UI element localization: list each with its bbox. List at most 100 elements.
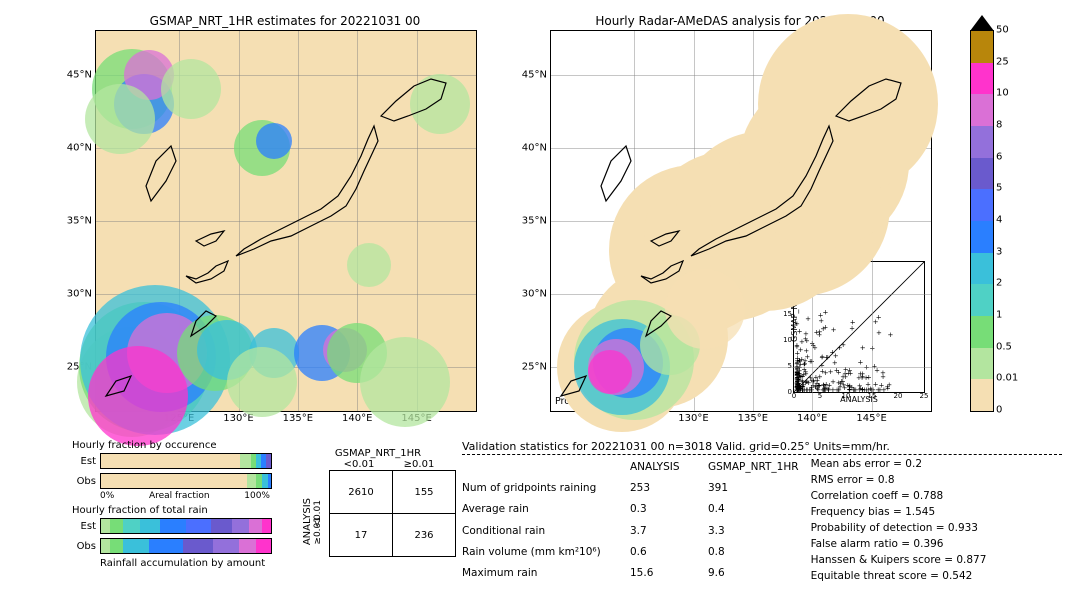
y-tick-label: 40°N — [67, 142, 96, 153]
map-left: 25°N30°N35°N40°N45°N125°E130°E135°E140°E… — [95, 30, 477, 412]
colorbar-label: 0.5 — [996, 341, 1012, 352]
validation-col-a: ANALYSIS — [630, 456, 708, 477]
colorbar-label: 1 — [996, 310, 1002, 321]
svg-text:+: + — [837, 344, 843, 352]
svg-text:+: + — [853, 386, 859, 392]
validation-right-table: Mean abs error = 0.2RMS error = 0.8Corre… — [807, 456, 991, 584]
svg-text:+: + — [880, 373, 886, 381]
totalrain-title: Hourly fraction of total rain — [72, 505, 272, 516]
svg-text:+: + — [803, 347, 809, 355]
validation-stat: Hanssen & Kuipers score = 0.877 — [807, 552, 991, 568]
validation-row-a: 0.3 — [630, 499, 708, 520]
svg-text:+: + — [805, 315, 811, 323]
occurrence-axis-label: Areal fraction — [149, 491, 210, 501]
contingency-table: GSMAP_NRT_1HR ANALYSIS <0.01 ≥0.01 <0.01… — [300, 448, 456, 585]
contingency-cell-01: 155 — [393, 471, 456, 514]
contingency-col-lt: <0.01 — [329, 459, 389, 470]
svg-text:+: + — [819, 353, 825, 361]
fraction-panel: Hourly fraction by occurence Est Obs 0% A… — [72, 440, 272, 569]
colorbar-label: 2 — [996, 278, 1002, 289]
svg-text:+: + — [829, 348, 835, 356]
svg-text:+: + — [877, 386, 883, 392]
validation-stat: RMS error = 0.8 — [807, 472, 991, 488]
x-tick-label: 140°E — [797, 411, 827, 424]
svg-text:+: + — [849, 325, 855, 333]
svg-text:+: + — [888, 331, 894, 339]
totalrain-row-obs-label: Obs — [72, 541, 100, 552]
scatter-xtick: 10 — [842, 392, 851, 400]
occurrence-title: Hourly fraction by occurence — [72, 440, 272, 451]
validation-panel: Validation statistics for 20221031 00 n=… — [462, 440, 1062, 584]
svg-text:+: + — [802, 357, 808, 365]
occurrence-bar-obs — [100, 473, 272, 489]
scatter-xtick: 20 — [894, 392, 903, 400]
svg-text:+: + — [832, 359, 838, 367]
occurrence-axis-1: 100% — [244, 491, 270, 501]
y-tick-label: 35°N — [522, 216, 551, 227]
totalrain-bar-obs — [100, 538, 272, 554]
y-tick-label: 45°N — [67, 69, 96, 80]
scatter-ytick: 5 — [788, 362, 794, 370]
validation-stat: Equitable threat score = 0.542 — [807, 568, 991, 584]
validation-row-b: 9.6 — [708, 563, 807, 584]
validation-row-b: 3.3 — [708, 520, 807, 541]
scatter-ytick: 10 — [783, 336, 794, 344]
y-tick-label: 40°N — [522, 142, 551, 153]
svg-text:+: + — [860, 385, 866, 392]
svg-text:+: + — [794, 343, 800, 351]
validation-row-a: 15.6 — [630, 563, 708, 584]
validation-row-a: 3.7 — [630, 520, 708, 541]
colorbar-label: 4 — [996, 215, 1002, 226]
validation-stat: False alarm ratio = 0.396 — [807, 536, 991, 552]
validation-stat: Correlation coeff = 0.788 — [807, 488, 991, 504]
validation-row-label: Maximum rain — [462, 563, 630, 584]
svg-text:+: + — [857, 358, 863, 366]
contingency-col-ge: ≥0.01 — [389, 459, 449, 470]
svg-text:+: + — [841, 381, 847, 389]
svg-text:+: + — [828, 368, 834, 376]
validation-stat: Mean abs error = 0.2 — [807, 456, 991, 472]
occurrence-row-obs-label: Obs — [72, 476, 100, 487]
y-tick-label: 30°N — [67, 289, 96, 300]
totalrain-row-est-label: Est — [72, 521, 100, 532]
colorbar-label: 25 — [996, 56, 1009, 67]
svg-text:+: + — [860, 344, 866, 352]
svg-text:+: + — [857, 370, 863, 378]
colorbar-label: 8 — [996, 120, 1002, 131]
svg-text:+: + — [886, 381, 892, 389]
y-tick-label: 45°N — [522, 69, 551, 80]
contingency-cell-00: 2610 — [330, 471, 393, 514]
map-right: Provided by JWA/JMA GSMAP_NRT_1HR ANALYS… — [550, 30, 932, 412]
y-tick-label: 25°N — [522, 362, 551, 373]
validation-stat: Frequency bias = 1.545 — [807, 504, 991, 520]
x-tick-label: 140°E — [342, 411, 372, 424]
validation-row-a: 253 — [630, 477, 708, 498]
scatter-ytick: 0 — [788, 388, 794, 396]
colorbar-label: 50 — [996, 25, 1009, 36]
occurrence-axis-0: 0% — [100, 491, 114, 501]
totalrain-bar-est — [100, 518, 272, 534]
svg-text:+: + — [831, 326, 837, 334]
colorbar — [970, 30, 994, 412]
validation-col-b: GSMAP_NRT_1HR — [708, 456, 807, 477]
svg-text:+: + — [797, 370, 803, 378]
occurrence-bar-est — [100, 453, 272, 469]
validation-row-label: Rain volume (mm km²10⁶) — [462, 541, 630, 562]
colorbar-label: 0 — [996, 405, 1002, 416]
validation-row-label: Num of gridpoints raining — [462, 477, 630, 498]
svg-text:+: + — [810, 341, 816, 349]
scatter-xtick: 25 — [920, 392, 929, 400]
validation-row-b: 0.8 — [708, 541, 807, 562]
svg-text:+: + — [863, 374, 869, 382]
colorbar-label: 0.01 — [996, 373, 1018, 384]
contingency-cell-10: 17 — [330, 514, 393, 557]
y-tick-label: 35°N — [67, 216, 96, 227]
svg-text:+: + — [873, 318, 879, 326]
validation-stat: Probability of detection = 0.933 — [807, 520, 991, 536]
svg-text:+: + — [803, 335, 809, 343]
scatter-xlabel: ANALYSIS — [794, 395, 924, 404]
contingency-title: GSMAP_NRT_1HR — [300, 448, 456, 459]
contingency-row-ge: ≥0.01 — [313, 517, 329, 545]
validation-left-table: ANALYSISGSMAP_NRT_1HR Num of gridpoints … — [462, 456, 807, 584]
scatter-ytick: 15 — [783, 310, 794, 318]
